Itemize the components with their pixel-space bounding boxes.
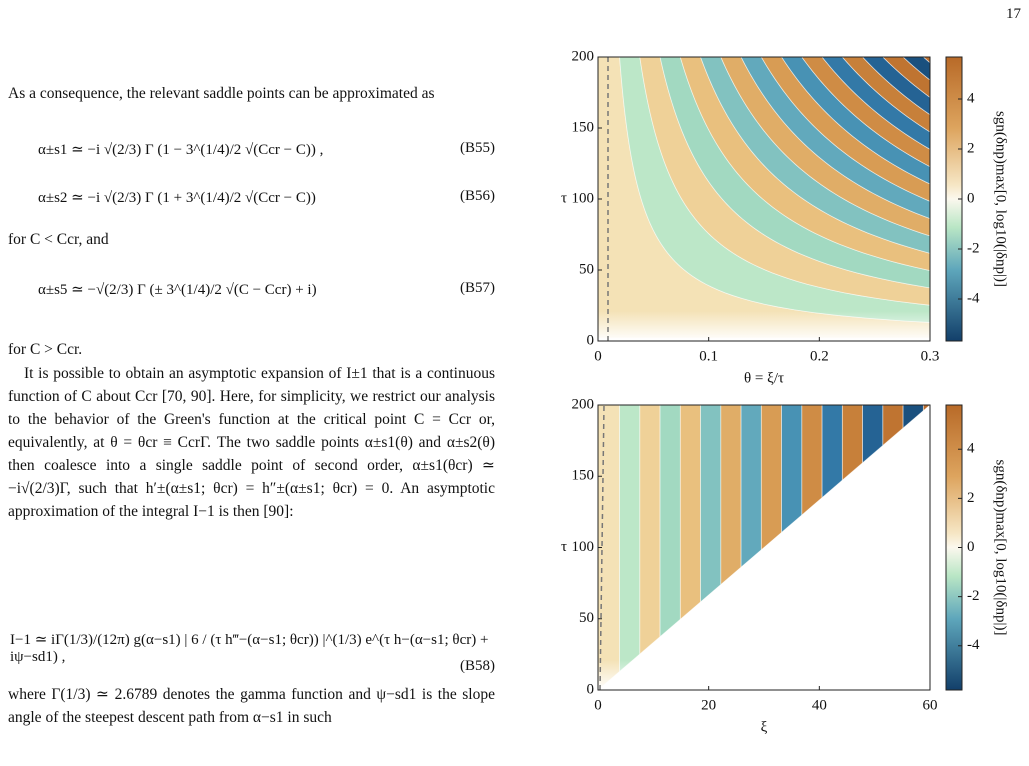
colorbar-tick-label: -2 — [967, 588, 980, 604]
paragraph: for C < Ccr, and — [8, 231, 109, 248]
x-tick-label: 0.1 — [699, 348, 718, 364]
y-tick-label: 50 — [579, 610, 594, 626]
heatmap — [598, 376, 964, 690]
paragraph: As a consequence, the relevant saddle po… — [8, 85, 435, 102]
colorbar-tick-label: 2 — [967, 490, 975, 506]
equation-label: (B58) — [460, 658, 495, 674]
y-tick-label: 100 — [572, 190, 595, 206]
y-tick-label: 150 — [572, 119, 595, 135]
heatmap-band — [821, 57, 930, 150]
x-tick-label: 0.3 — [921, 348, 940, 364]
heatmap-band — [944, 376, 964, 405]
colorbar-label: sgn(δnp)max[0, log10(|δnp|)] — [993, 460, 1009, 636]
equation-text: α±s2 ≃ −i √(2/3) Γ (1 + 3^(1/4)/2 √(Ccr … — [38, 190, 316, 206]
low-fade — [598, 660, 930, 690]
colorbar-tick-label: 0 — [967, 190, 975, 206]
heatmap-band — [659, 405, 681, 638]
dashed-line — [599, 405, 605, 690]
x-axis-label: ξ — [761, 719, 768, 735]
page-number: 17 — [1006, 6, 1021, 22]
x-tick-label: 0 — [594, 348, 602, 364]
y-tick-label: 200 — [572, 48, 595, 64]
equation-text: α±s5 ≃ −√(2/3) Γ (± 3^(1/4)/2 √(C − Ccr)… — [38, 282, 317, 298]
x-tick-label: 20 — [701, 697, 716, 713]
heatmap-band — [720, 405, 742, 586]
equation-label: (B57) — [460, 280, 495, 296]
y-tick-label: 200 — [572, 396, 595, 412]
heatmap-band — [841, 57, 930, 133]
paragraph: where Γ(1/3) ≃ 2.6789 denotes the gamma … — [8, 686, 495, 726]
y-axis-label: τ — [561, 539, 567, 555]
heatmap-band — [801, 405, 823, 516]
colorbar-tick-label: 4 — [967, 441, 975, 457]
heatmap-band — [902, 57, 930, 81]
paragraph: It is possible to obtain an asymptotic e… — [8, 365, 495, 520]
heatmap-band — [862, 57, 930, 116]
equation-label: (B56) — [460, 188, 495, 204]
x-tick-label: 0.2 — [810, 348, 829, 364]
y-axis-label: τ — [561, 190, 567, 206]
heatmap — [598, 57, 930, 341]
heatmap-band — [760, 405, 782, 551]
heatmap-band — [922, 57, 930, 64]
y-tick-label: 150 — [572, 468, 595, 484]
x-tick-label: 0 — [594, 697, 602, 713]
x-tick-label: 40 — [812, 697, 827, 713]
paragraph: for C > Ccr. — [8, 341, 83, 358]
colorbar-tick-label: 2 — [967, 140, 975, 156]
heatmap-band — [679, 405, 701, 621]
colorbar-tick-label: -2 — [967, 240, 980, 256]
equation-label: (B55) — [460, 140, 495, 156]
colorbar-tick-label: 4 — [967, 90, 975, 106]
y-tick-label: 50 — [579, 261, 594, 277]
low-fade — [598, 311, 930, 341]
y-tick-label: 100 — [572, 539, 595, 555]
heatmap-band — [922, 405, 930, 412]
colorbar-label: sgn(δnp)max[0, log10(|δnp|)] — [993, 111, 1009, 287]
equation-text: I−1 ≃ iΓ(1/3)/(12π) g(α−s1) | 6 / (τ h‴−… — [10, 632, 489, 665]
colorbar-tick-label: -4 — [967, 290, 980, 306]
x-tick-label: 60 — [923, 697, 938, 713]
y-tick-label: 0 — [587, 332, 595, 348]
equation-text: α±s1 ≃ −i √(2/3) Γ (1 − 3^(1/4)/2 √(Ccr … — [38, 142, 324, 158]
heatmap-band — [740, 405, 762, 569]
heatmap-band — [639, 405, 661, 655]
heatmap-band — [781, 405, 803, 534]
x-axis-label: θ = ξ/τ — [744, 370, 784, 386]
heatmap-band — [882, 57, 930, 98]
heatmap-band — [700, 405, 722, 603]
colorbar-tick-label: -4 — [967, 637, 980, 653]
blank-region — [598, 405, 930, 690]
y-tick-label: 0 — [587, 681, 595, 697]
colorbar-tick-label: 0 — [967, 539, 975, 555]
heatmap-band — [619, 405, 641, 673]
